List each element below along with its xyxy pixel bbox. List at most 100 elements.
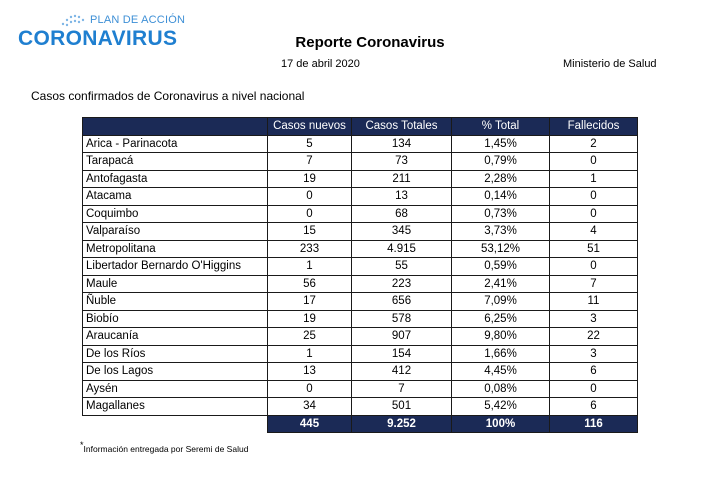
region-name-cell: Libertador Bernardo O'Higgins bbox=[82, 257, 268, 276]
logo-dots-icon bbox=[61, 14, 85, 27]
percent-total-cell: 1,45% bbox=[451, 134, 550, 153]
column-header-new-cases: Casos nuevos bbox=[267, 117, 352, 136]
new-cases-cell: 19 bbox=[267, 169, 352, 188]
column-header-region bbox=[82, 117, 268, 136]
table-row: Biobío 19 578 6,25% 3 bbox=[82, 309, 638, 328]
deaths-cell: 0 bbox=[549, 152, 638, 171]
deaths-cell: 0 bbox=[549, 379, 638, 398]
totals-blank-cell bbox=[82, 414, 268, 433]
new-cases-cell: 15 bbox=[267, 222, 352, 241]
percent-total-cell: 0,59% bbox=[451, 257, 550, 276]
region-name-cell: Aysén bbox=[82, 379, 268, 398]
new-cases-cell: 34 bbox=[267, 397, 352, 416]
new-cases-cell: 7 bbox=[267, 152, 352, 171]
deaths-cell: 3 bbox=[549, 309, 638, 328]
ministry-label: Ministerio de Salud bbox=[563, 58, 657, 70]
region-name-cell: Antofagasta bbox=[82, 169, 268, 188]
plan-de-accion-logo: PLAN DE ACCIÓN CORONAVIRUS bbox=[18, 12, 185, 52]
total-cases-cell: 134 bbox=[351, 134, 452, 153]
deaths-cell: 51 bbox=[549, 239, 638, 258]
table-row: Valparaíso 15 345 3,73% 4 bbox=[82, 222, 638, 241]
new-cases-cell: 0 bbox=[267, 187, 352, 206]
total-new-cases: 445 bbox=[267, 414, 352, 433]
deaths-cell: 0 bbox=[549, 187, 638, 206]
table-row: De los Lagos 13 412 4,45% 6 bbox=[82, 362, 638, 381]
percent-total-cell: 9,80% bbox=[451, 327, 550, 346]
deaths-cell: 4 bbox=[549, 222, 638, 241]
table-row: Araucanía 25 907 9,80% 22 bbox=[82, 327, 638, 346]
table-row: Coquimbo 0 68 0,73% 0 bbox=[82, 204, 638, 223]
deaths-cell: 11 bbox=[549, 292, 638, 311]
region-name-cell: Metropolitana bbox=[82, 239, 268, 258]
deaths-cell: 1 bbox=[549, 169, 638, 188]
deaths-cell: 6 bbox=[549, 397, 638, 416]
total-cases-cell: 154 bbox=[351, 344, 452, 363]
table-row: Aysén 0 7 0,08% 0 bbox=[82, 379, 638, 398]
total-cases-cell: 907 bbox=[351, 327, 452, 346]
deaths-cell: 22 bbox=[549, 327, 638, 346]
deaths-cell: 0 bbox=[549, 257, 638, 276]
percent-total-cell: 4,45% bbox=[451, 362, 550, 381]
table-row: De los Ríos 1 154 1,66% 3 bbox=[82, 344, 638, 363]
table-row: Atacama 0 13 0,14% 0 bbox=[82, 187, 638, 206]
total-cases-cell: 345 bbox=[351, 222, 452, 241]
total-cases-cell: 68 bbox=[351, 204, 452, 223]
footnote-text: Información entregada por Seremi de Salu… bbox=[83, 443, 249, 454]
region-name-cell: Tarapacá bbox=[82, 152, 268, 171]
new-cases-cell: 56 bbox=[267, 274, 352, 293]
region-name-cell: De los Ríos bbox=[82, 344, 268, 363]
new-cases-cell: 19 bbox=[267, 309, 352, 328]
total-cases-cell: 73 bbox=[351, 152, 452, 171]
percent-total-cell: 7,09% bbox=[451, 292, 550, 311]
region-name-cell: De los Lagos bbox=[82, 362, 268, 381]
logo-main-text: CORONAVIRUS bbox=[18, 27, 178, 50]
percent-total-cell: 0,73% bbox=[451, 204, 550, 223]
new-cases-cell: 0 bbox=[267, 379, 352, 398]
new-cases-cell: 13 bbox=[267, 362, 352, 381]
region-name-cell: Arica - Parinacota bbox=[82, 134, 268, 153]
total-cases-cell: 223 bbox=[351, 274, 452, 293]
footnote: *Información entregada por Seremi de Sal… bbox=[80, 440, 248, 454]
region-name-cell: Maule bbox=[82, 274, 268, 293]
percent-total-cell: 0,14% bbox=[451, 187, 550, 206]
deaths-cell: 3 bbox=[549, 344, 638, 363]
deaths-cell: 0 bbox=[549, 204, 638, 223]
percent-total-cell: 53,12% bbox=[451, 239, 550, 258]
region-name-cell: Magallanes bbox=[82, 397, 268, 416]
total-cases-cell: 55 bbox=[351, 257, 452, 276]
new-cases-cell: 17 bbox=[267, 292, 352, 311]
percent-total-cell: 2,28% bbox=[451, 169, 550, 188]
region-name-cell: Valparaíso bbox=[82, 222, 268, 241]
percent-total-cell: 0,79% bbox=[451, 152, 550, 171]
total-cases-cell: 412 bbox=[351, 362, 452, 381]
total-cases-cell: 211 bbox=[351, 169, 452, 188]
table-row: Libertador Bernardo O'Higgins 1 55 0,59% 0 bbox=[82, 257, 638, 276]
table-row: Ñuble 17 656 7,09% 11 bbox=[82, 292, 638, 311]
deaths-cell: 6 bbox=[549, 362, 638, 381]
cases-table: Casos nuevos Casos Totales % Total Falle… bbox=[82, 117, 638, 433]
percent-total-cell: 6,25% bbox=[451, 309, 550, 328]
total-cases-cell: 7 bbox=[351, 379, 452, 398]
table-row: Maule 56 223 2,41% 7 bbox=[82, 274, 638, 293]
region-name-cell: Biobío bbox=[82, 309, 268, 328]
table-row: Magallanes 34 501 5,42% 6 bbox=[82, 397, 638, 416]
total-cases-cell: 656 bbox=[351, 292, 452, 311]
region-name-cell: Ñuble bbox=[82, 292, 268, 311]
table-row: Arica - Parinacota 5 134 1,45% 2 bbox=[82, 134, 638, 153]
new-cases-cell: 233 bbox=[267, 239, 352, 258]
total-percent: 100% bbox=[451, 414, 550, 433]
new-cases-cell: 1 bbox=[267, 257, 352, 276]
total-cases-cell: 578 bbox=[351, 309, 452, 328]
table-row: Antofagasta 19 211 2,28% 1 bbox=[82, 169, 638, 188]
new-cases-cell: 1 bbox=[267, 344, 352, 363]
region-name-cell: Atacama bbox=[82, 187, 268, 206]
deaths-cell: 2 bbox=[549, 134, 638, 153]
table-row: Tarapacá 7 73 0,79% 0 bbox=[82, 152, 638, 171]
percent-total-cell: 1,66% bbox=[451, 344, 550, 363]
total-cases-cell: 13 bbox=[351, 187, 452, 206]
percent-total-cell: 5,42% bbox=[451, 397, 550, 416]
report-title: Reporte Coronavirus bbox=[295, 34, 445, 51]
total-cases: 9.252 bbox=[351, 414, 452, 433]
column-header-total-cases: Casos Totales bbox=[351, 117, 452, 136]
total-deaths: 116 bbox=[549, 414, 638, 433]
